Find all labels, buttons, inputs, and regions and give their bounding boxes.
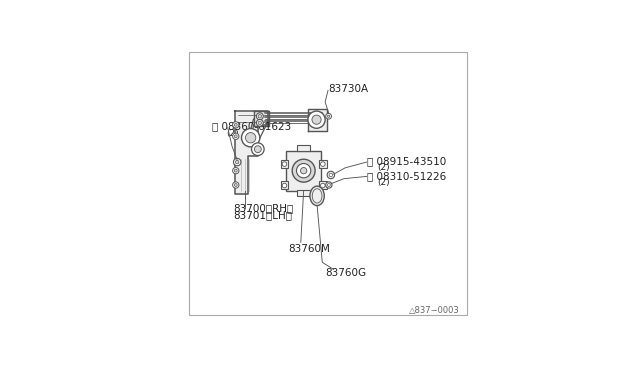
- Text: Ⓦ 08915-43510: Ⓦ 08915-43510: [367, 156, 446, 166]
- Bar: [298, 145, 310, 151]
- Circle shape: [292, 159, 315, 182]
- Circle shape: [328, 183, 330, 186]
- Text: 83700〈RH〉: 83700〈RH〉: [234, 203, 294, 213]
- Circle shape: [234, 135, 237, 138]
- Circle shape: [328, 115, 330, 118]
- Text: (2): (2): [377, 179, 390, 187]
- Circle shape: [326, 182, 332, 188]
- Circle shape: [232, 182, 239, 188]
- Circle shape: [321, 183, 325, 188]
- Text: (2): (2): [227, 129, 239, 138]
- Circle shape: [234, 183, 237, 186]
- Text: Ⓢ 08360-61623: Ⓢ 08360-61623: [212, 121, 291, 131]
- Circle shape: [241, 129, 260, 147]
- Circle shape: [232, 122, 239, 128]
- Circle shape: [258, 115, 262, 118]
- Circle shape: [282, 183, 287, 188]
- Ellipse shape: [310, 186, 324, 206]
- Bar: [281, 160, 288, 169]
- Text: 83760G: 83760G: [325, 268, 366, 278]
- Bar: [319, 160, 326, 169]
- Circle shape: [301, 167, 307, 174]
- Circle shape: [321, 162, 325, 166]
- Circle shape: [296, 164, 311, 178]
- Circle shape: [254, 146, 261, 153]
- Circle shape: [234, 169, 237, 172]
- Circle shape: [282, 162, 287, 166]
- Polygon shape: [308, 109, 326, 131]
- Circle shape: [326, 113, 332, 119]
- Circle shape: [234, 124, 237, 126]
- Bar: [298, 190, 310, 196]
- Polygon shape: [235, 110, 268, 193]
- Circle shape: [257, 119, 263, 126]
- Circle shape: [329, 173, 333, 177]
- Text: 83760M: 83760M: [288, 244, 330, 254]
- Bar: [319, 181, 326, 189]
- Circle shape: [327, 171, 335, 179]
- Circle shape: [232, 133, 239, 140]
- Circle shape: [234, 158, 241, 166]
- Bar: [281, 181, 288, 189]
- Polygon shape: [253, 110, 269, 126]
- Circle shape: [258, 121, 262, 125]
- Circle shape: [312, 115, 321, 124]
- Circle shape: [308, 111, 325, 128]
- Text: △837−0003: △837−0003: [409, 306, 460, 315]
- Circle shape: [252, 143, 264, 155]
- Text: 83701〈LH〉: 83701〈LH〉: [234, 210, 292, 220]
- Circle shape: [236, 160, 239, 164]
- Circle shape: [246, 132, 256, 143]
- Text: Ⓢ 08310-51226: Ⓢ 08310-51226: [367, 171, 446, 182]
- Text: (2): (2): [377, 163, 390, 172]
- Circle shape: [232, 167, 239, 174]
- Circle shape: [257, 113, 263, 120]
- Text: 83730A: 83730A: [328, 84, 368, 94]
- FancyBboxPatch shape: [287, 151, 321, 191]
